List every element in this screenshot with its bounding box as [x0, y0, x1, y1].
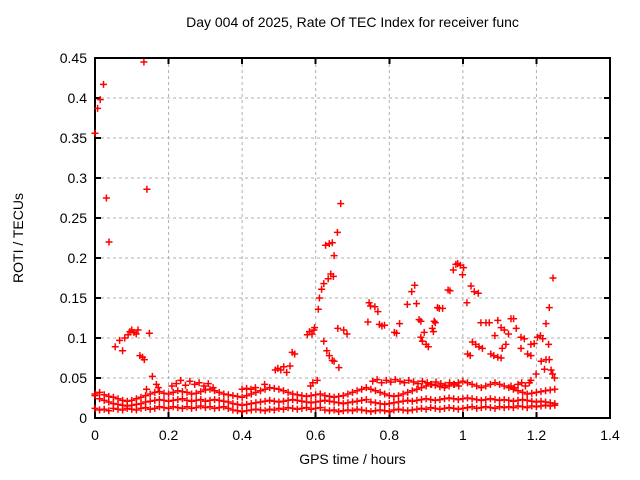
- y-tick-label: 0.45: [60, 50, 87, 66]
- x-tick-label: 0.2: [159, 427, 179, 443]
- x-axis-label: GPS time / hours: [299, 451, 406, 467]
- y-tick-label: 0.15: [60, 290, 87, 306]
- scatter-series-elevated-roti-points: [91, 58, 558, 393]
- x-tick-label: 0: [91, 427, 99, 443]
- x-tick-label: 0.6: [306, 427, 326, 443]
- x-tick-label: 1.2: [527, 427, 547, 443]
- tick-marks: [94, 57, 611, 419]
- y-tick-label: 0.1: [68, 330, 88, 346]
- y-tick-label: 0.2: [68, 250, 88, 266]
- y-tick-label: 0.25: [60, 210, 87, 226]
- y-tick-label: 0.35: [60, 130, 87, 146]
- y-tick-label: 0.4: [68, 90, 88, 106]
- y-tick-label: 0.05: [60, 370, 87, 386]
- x-tick-label: 0.4: [232, 427, 252, 443]
- plot-border: [94, 57, 611, 419]
- x-tick-label: 0.8: [380, 427, 400, 443]
- y-tick-label: 0.3: [68, 170, 88, 186]
- x-tick-label: 1.4: [600, 427, 620, 443]
- scatter-series-band-track-bottom: [91, 401, 559, 416]
- y-tick-label: 0: [79, 410, 87, 426]
- grid-lines: [95, 58, 610, 418]
- chart-title: Day 004 of 2025, Rate Of TEC Index for r…: [186, 14, 519, 30]
- x-tick-label: 1: [459, 427, 467, 443]
